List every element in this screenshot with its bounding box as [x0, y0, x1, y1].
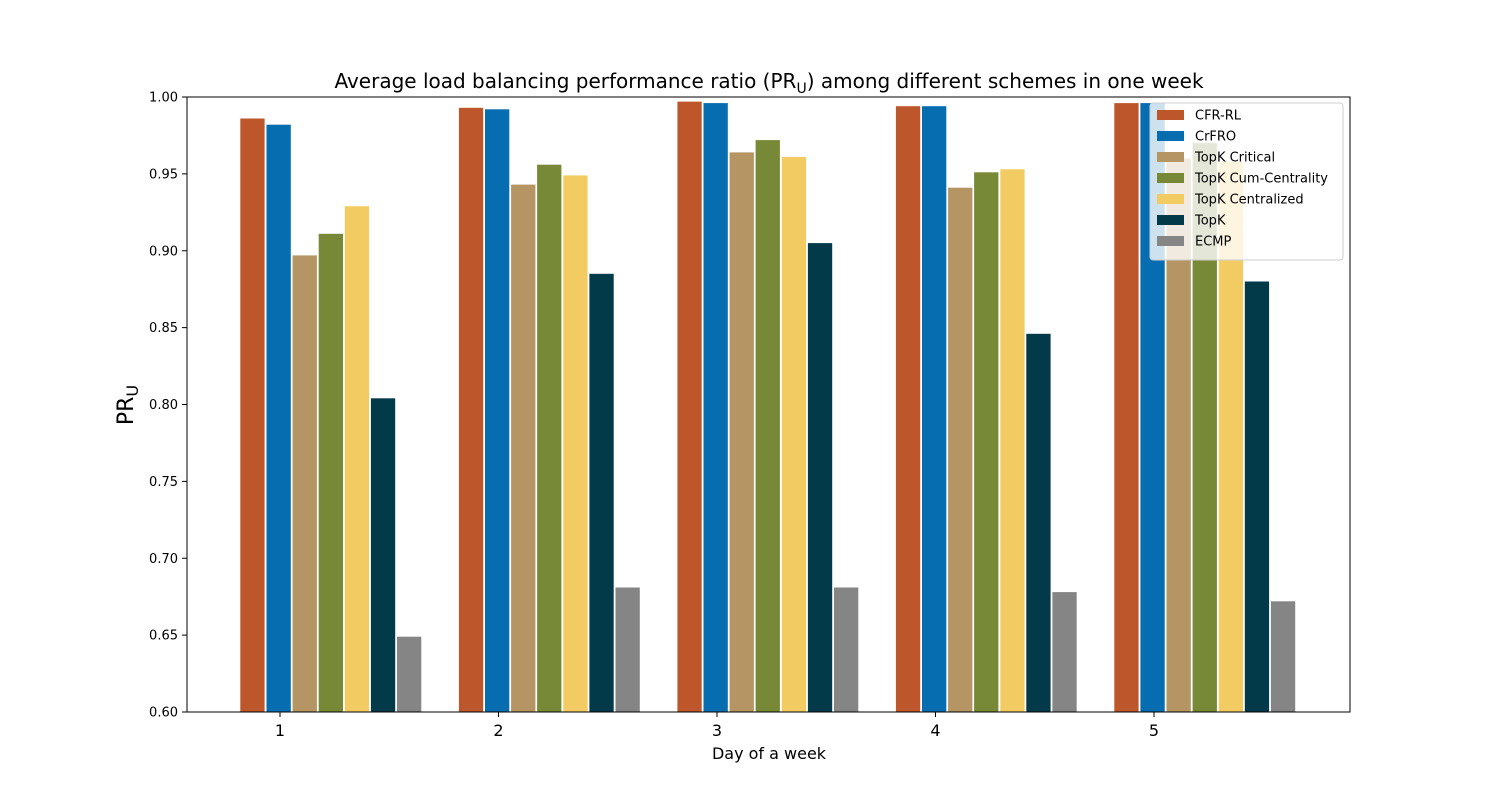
x-tick-label: 2 [493, 721, 503, 740]
bar-topk-centralized-day-4 [1000, 169, 1025, 713]
bar-topk-cum-centrality-day-2 [537, 164, 562, 712]
bar-topk-critical-day-2 [511, 184, 536, 713]
y-axis-label: PRU [114, 385, 142, 425]
x-tick-label: 5 [1149, 721, 1159, 740]
plot-frame [186, 96, 1351, 713]
bar-topk-critical-day-4 [948, 187, 973, 712]
chart-title: Average load balancing performance ratio… [334, 69, 1203, 97]
bar-topk-cum-centrality-day-3 [755, 140, 780, 713]
bar-topk-critical-day-1 [292, 255, 317, 712]
y-tick-label: 1.00 [149, 91, 178, 106]
bar-topk-centralized-day-3 [781, 157, 807, 712]
x-tick-label: 1 [275, 721, 285, 740]
legend-label: CFR-RL [1195, 109, 1242, 124]
y-tick-label: 0.75 [149, 475, 178, 490]
bar-ecmp-day-1 [397, 636, 422, 712]
bar-topk-day-5 [1244, 281, 1270, 712]
legend-label: TopK Centralized [1194, 193, 1304, 208]
bar-cfr-rl-day-5 [1114, 103, 1139, 713]
y-tick-label: 0.60 [149, 706, 178, 721]
y-tick-label: 0.85 [149, 321, 178, 336]
bar-topk-day-1 [370, 398, 396, 712]
bar-cfr-rl-day-2 [458, 107, 484, 713]
legend-label: CrFRO [1195, 130, 1236, 145]
bar-topk-cum-centrality-day-4 [974, 172, 999, 713]
legend-box [1149, 102, 1344, 261]
y-tick-label: 0.95 [149, 167, 178, 182]
legend-label: TopK Critical [1194, 151, 1275, 166]
x-axis-label: Day of a week [712, 744, 827, 763]
bar-topk-day-4 [1026, 333, 1051, 712]
bar-crfro-day-3 [703, 103, 728, 713]
legend-swatch-ecmp [1157, 236, 1184, 246]
legend-swatch-crfro [1157, 131, 1184, 141]
bar-crfro-day-4 [922, 106, 947, 712]
legend-swatch-topk [1157, 215, 1184, 225]
y-tick-label: 0.70 [149, 552, 178, 567]
legend: CFR-RL CrFRO TopK Critical TopK Cum-Central… [1149, 102, 1344, 261]
bar-crfro-day-1 [266, 124, 291, 712]
bar-ecmp-day-5 [1270, 601, 1296, 712]
y-tick-label: 0.65 [149, 629, 178, 644]
x-axis: 1 2 3 4 5 [275, 712, 1159, 740]
bar-topk-day-3 [807, 243, 833, 712]
bar-ecmp-day-4 [1052, 592, 1077, 712]
legend-swatch-cfr-rl [1157, 110, 1184, 120]
y-tick-label: 0.80 [149, 398, 178, 413]
x-tick-label: 4 [930, 721, 940, 740]
bar-ecmp-day-3 [834, 587, 859, 712]
legend-swatch-topk-centralized [1157, 194, 1184, 204]
bars-group [240, 101, 1296, 713]
bar-topk-day-2 [589, 273, 614, 712]
bar-cfr-rl-day-4 [895, 106, 921, 712]
y-axis: 0.60 0.65 0.70 0.75 0.80 0.85 0.90 0.95 1.00 [149, 91, 187, 721]
legend-label: TopK Cum-Centrality [1194, 172, 1328, 187]
bar-topk-critical-day-3 [729, 152, 754, 712]
bar-ecmp-day-2 [615, 587, 640, 712]
legend-swatch-topk-cum-centrality [1157, 173, 1184, 183]
legend-label: TopK [1194, 214, 1226, 229]
bar-crfro-day-2 [485, 109, 510, 713]
bar-topk-centralized-day-2 [563, 175, 588, 712]
x-tick-label: 3 [712, 721, 722, 740]
bar-topk-centralized-day-1 [344, 206, 370, 712]
legend-swatch-topk-critical [1157, 152, 1184, 162]
bar-cfr-rl-day-3 [677, 101, 702, 713]
legend-label: ECMP [1195, 235, 1232, 250]
bar-topk-cum-centrality-day-1 [318, 233, 343, 713]
bar-cfr-rl-day-1 [240, 118, 265, 712]
y-tick-label: 0.90 [149, 244, 178, 259]
